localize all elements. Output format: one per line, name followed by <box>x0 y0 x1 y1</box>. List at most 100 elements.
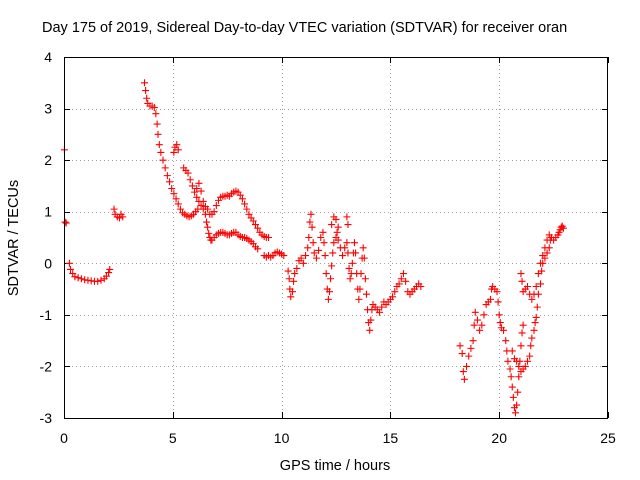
y-tick-label: 1 <box>44 204 52 220</box>
data-point <box>395 280 403 288</box>
data-point <box>559 224 567 232</box>
data-point <box>343 213 351 221</box>
data-point <box>471 308 479 316</box>
data-point <box>157 148 165 156</box>
data-point <box>330 239 338 247</box>
data-point <box>174 200 182 208</box>
data-point <box>290 277 298 285</box>
data-point <box>515 362 523 370</box>
data-point <box>105 269 113 277</box>
y-tick-label: -2 <box>40 358 53 374</box>
data-point <box>378 303 386 311</box>
y-tick-label: -1 <box>40 307 53 323</box>
data-point <box>310 249 318 257</box>
data-point <box>329 249 337 257</box>
data-point <box>315 246 323 254</box>
data-point <box>534 270 542 278</box>
data-point <box>467 344 475 352</box>
data-point <box>324 295 332 303</box>
data-point <box>530 326 538 334</box>
data-point <box>500 326 508 334</box>
data-point <box>480 311 488 319</box>
data-point <box>399 270 407 278</box>
data-point <box>532 282 540 290</box>
data-point <box>302 252 310 260</box>
data-point <box>243 205 251 213</box>
data-point <box>161 164 169 172</box>
data-point <box>459 368 467 376</box>
data-point <box>356 285 364 293</box>
data-point <box>193 193 201 201</box>
data-point <box>186 176 194 184</box>
data-point <box>203 218 211 226</box>
data-point <box>512 409 520 417</box>
data-point <box>166 178 174 186</box>
data-point <box>417 282 425 290</box>
data-point <box>254 245 262 253</box>
data-point <box>509 393 517 401</box>
data-point <box>163 172 171 180</box>
data-point <box>528 295 536 303</box>
data-point <box>494 298 502 306</box>
data-point <box>204 205 212 213</box>
data-point <box>236 191 244 199</box>
data-point <box>62 219 70 227</box>
data-point <box>197 187 205 195</box>
data-point <box>212 202 220 210</box>
y-axis-label: SDTVAR / TECUs <box>6 180 22 296</box>
data-point <box>176 205 184 213</box>
data-point <box>254 224 262 232</box>
data-point <box>305 234 313 241</box>
data-point <box>154 130 162 138</box>
data-point <box>517 342 525 350</box>
data-point <box>319 228 327 236</box>
data-point <box>513 357 521 365</box>
data-point <box>533 303 541 311</box>
data-point <box>389 293 397 301</box>
chart-title: Day 175 of 2019, Sidereal Day-to-day VTE… <box>42 20 567 36</box>
data-point <box>299 259 307 267</box>
data-point <box>359 244 367 252</box>
data-point <box>539 252 547 260</box>
data-point <box>532 313 540 321</box>
data-point <box>545 231 553 239</box>
data-point <box>543 236 551 244</box>
data-point <box>280 252 288 260</box>
data-point <box>328 262 336 270</box>
data-point <box>352 249 360 257</box>
plot-frame <box>64 57 608 419</box>
data-point <box>61 218 69 226</box>
data-point <box>251 221 259 229</box>
data-point <box>530 290 538 298</box>
data-point <box>193 185 201 193</box>
data-point <box>143 94 151 102</box>
data-point <box>473 316 481 324</box>
data-point <box>291 270 299 278</box>
data-points <box>60 79 567 417</box>
data-point <box>518 277 526 285</box>
data-point <box>345 264 353 272</box>
data-point <box>486 295 494 303</box>
data-point <box>397 275 405 283</box>
data-point <box>537 259 545 267</box>
data-point <box>476 326 484 334</box>
data-point <box>238 195 246 203</box>
data-point <box>402 277 410 285</box>
data-point <box>367 316 375 324</box>
x-tick-label: 20 <box>491 430 507 446</box>
data-point <box>531 319 539 327</box>
data-point <box>142 87 150 95</box>
data-point <box>245 210 253 218</box>
data-point <box>297 254 305 262</box>
data-point <box>304 244 312 252</box>
axis-ticks: 0 5 10 15 20 25 -3 -2 -1 0 1 2 3 4 <box>40 49 616 446</box>
data-point <box>344 221 352 229</box>
data-point <box>77 275 85 283</box>
data-point <box>527 342 535 350</box>
data-point <box>460 375 468 383</box>
data-point <box>517 270 525 278</box>
data-point <box>341 244 349 252</box>
y-tick-label: 0 <box>44 255 52 271</box>
data-point <box>199 197 207 205</box>
